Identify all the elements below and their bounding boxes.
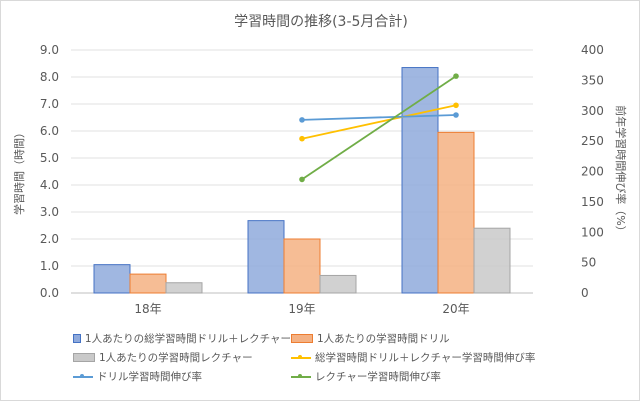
line-point-3-0: [299, 135, 305, 142]
x-tick-label: 18年: [134, 302, 161, 316]
y-tick-label: 4.0: [40, 178, 59, 192]
line-series-5: [301, 75, 457, 181]
bar-0-2: [401, 67, 439, 294]
legend-label: 1人あたりの学習時間ドリル: [317, 333, 450, 345]
legend-item: レクチャー学習時間伸び率: [291, 369, 591, 384]
legend-marker: [291, 373, 311, 378]
legend-label: 総学習時間ドリル＋レクチャー学習時間伸び率: [315, 352, 536, 364]
y-tick-label: 2.0: [40, 232, 59, 246]
y-tick-label: 8.0: [40, 70, 59, 84]
legend-label: 1人あたりの学習時間レクチャー: [99, 352, 253, 364]
legend-marker: [73, 334, 81, 343]
y-tick-label: 5.0: [40, 151, 59, 165]
legend-item: 1人あたりの学習時間ドリル: [291, 331, 591, 346]
line-series-3: [301, 104, 457, 140]
y2-tick-label: 400: [581, 43, 604, 57]
y-tick-label: 1.0: [40, 259, 59, 273]
legend-item: 1人あたりの学習時間レクチャー: [73, 350, 291, 365]
y2-tick-label: 50: [581, 256, 596, 270]
legend-item: 1人あたりの総学習時間ドリル＋レクチャー: [73, 331, 291, 346]
y2-tick-label: 0: [581, 286, 589, 300]
chart-title: 学習時間の推移(3-5月合計): [234, 14, 408, 30]
legend: 1人あたりの総学習時間ドリル＋レクチャー 1人あたりの学習時間ドリル 1人あたりの学…: [73, 331, 633, 384]
chart-svg: 学習時間の推移(3-5月合計) 学習時間（時間） 前年学習時間伸び率（%） 0.…: [12, 14, 628, 316]
line-point-5-0: [299, 176, 305, 183]
line-point-4-0: [299, 117, 305, 123]
legend-label: レクチャー学習時間伸び率: [315, 371, 441, 383]
x-tick-label: 20年: [442, 302, 469, 316]
legend-item: ドリル学習時間伸び率: [73, 369, 291, 384]
line-point-4-1: [453, 112, 459, 118]
y-tick-label: 3.0: [40, 205, 59, 219]
legend-marker: [73, 373, 93, 378]
bar-0-0: [93, 264, 131, 294]
legend-marker: [73, 353, 95, 362]
bar-0-1: [247, 220, 285, 294]
line-series-4: [301, 114, 457, 121]
bar-1-0: [129, 273, 167, 294]
bar-1-1: [283, 238, 321, 294]
bar-2-0: [165, 282, 203, 294]
y-tick-label: 7.0: [40, 97, 59, 111]
legend-marker: [291, 334, 313, 343]
x-tick-label: 19年: [288, 302, 315, 316]
y-axis-label: 学習時間（時間）: [12, 127, 26, 215]
legend-label: 1人あたりの総学習時間ドリル＋レクチャー: [84, 333, 291, 345]
y-tick-label: 6.0: [40, 124, 59, 138]
y2-tick-label: 200: [581, 165, 604, 179]
y-tick-label: 9.0: [40, 43, 59, 57]
line-point-5-1: [453, 73, 459, 79]
y2-axis-label: 前年学習時間伸び率（%）: [614, 105, 628, 236]
legend-marker: [291, 354, 311, 359]
bar-1-2: [437, 131, 475, 294]
y2-tick-label: 350: [581, 73, 604, 87]
legend-label: ドリル学習時間伸び率: [97, 371, 202, 383]
bar-2-1: [319, 274, 357, 294]
legend-item: 総学習時間ドリル＋レクチャー学習時間伸び率: [291, 350, 591, 365]
y2-tick-label: 250: [581, 134, 604, 148]
y-tick-label: 0.0: [40, 286, 59, 300]
y2-tick-label: 150: [581, 195, 604, 209]
bar-2-2: [473, 227, 511, 294]
y2-tick-label: 300: [581, 104, 604, 118]
line-point-3-1: [453, 102, 459, 109]
y2-tick-label: 100: [581, 225, 604, 239]
